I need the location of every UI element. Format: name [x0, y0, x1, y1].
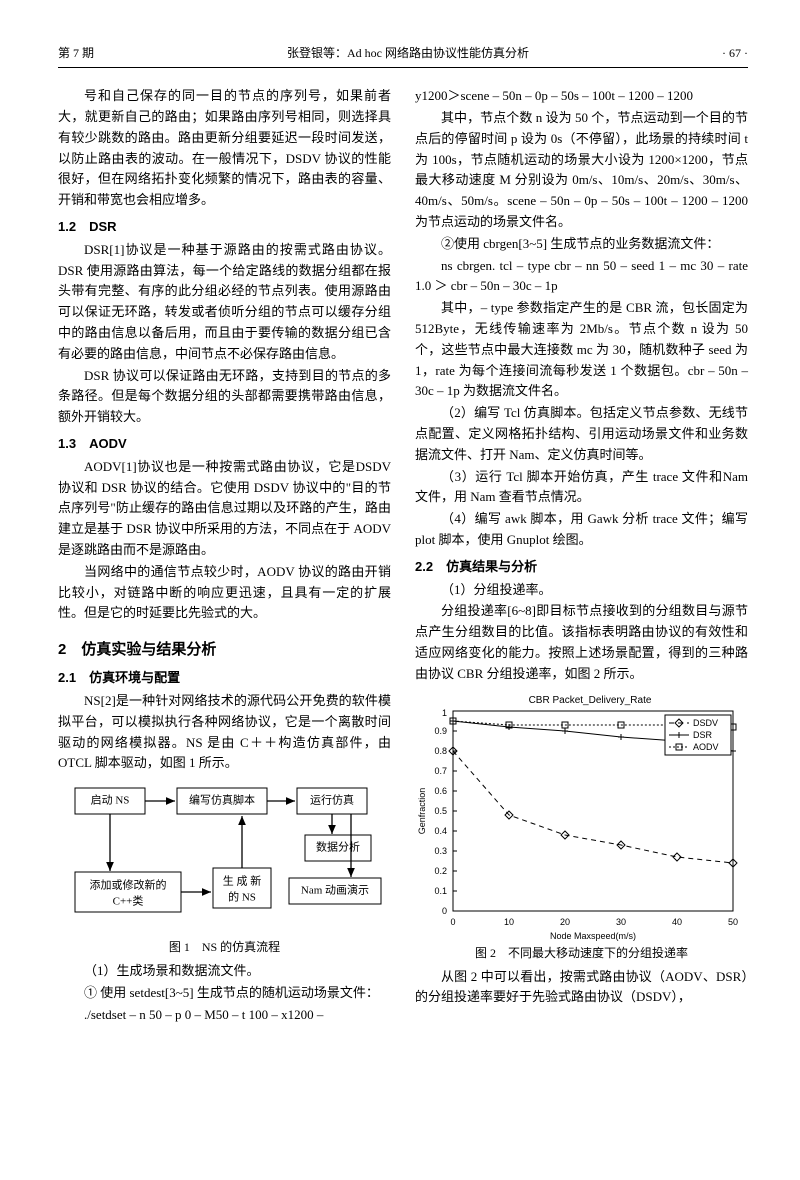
chart-xlabel: Node Maxspeed(m/s) [550, 931, 636, 941]
x-axis-ticks: 0 10 20 30 40 50 [450, 917, 738, 927]
figure-1-flowchart: 启动 NS 编写仿真脚本 运行仿真 数据分析 生 成 新 的 NS Nam 动画… [65, 780, 385, 935]
svg-text:40: 40 [672, 917, 682, 927]
svg-text:0: 0 [450, 917, 455, 927]
svg-text:0.4: 0.4 [434, 826, 447, 836]
svg-text:0.3: 0.3 [434, 846, 447, 856]
para-pdr-3: 从图 2 中可以看出，按需式路由协议（AODV、DSR）的分组投递率要好于先验式… [415, 967, 748, 1009]
para-scene-params: 其中，节点个数 n 设为 50 个，节点运动到一个目的节点后的停留时间 p 设为… [415, 108, 748, 233]
cmd-setdest: ./setdset – n 50 – p 0 – M50 – t 100 – x… [58, 1005, 391, 1026]
chart-title: CBR Packet_Delivery_Rate [529, 695, 652, 706]
chart-legend: DSDV DSR AODV [665, 715, 731, 755]
legend-aodv: AODV [693, 742, 719, 752]
flow-box-newns-1: 生 成 新 [222, 874, 261, 888]
svg-text:0.1: 0.1 [434, 886, 447, 896]
svg-text:0.7: 0.7 [434, 766, 447, 776]
para-dsr-2: DSR 协议可以保证路由无环路，支持到目的节点的多条路径。但是每个数据分组的头部… [58, 366, 391, 428]
hdr-page: · 67 · [722, 44, 748, 63]
para-pdr-1: （1）分组投递率。 [415, 580, 748, 601]
cmd-cbrgen: ns cbrgen. tcl – type cbr – nn 50 – seed… [415, 256, 748, 298]
heading-1-3: 1.3 AODV [58, 434, 391, 455]
svg-text:30: 30 [616, 917, 626, 927]
svg-text:0: 0 [442, 906, 447, 916]
cmd-setdest-cont: y1200＞scene – 50n – 0p – 50s – 100t – 12… [415, 86, 748, 107]
heading-1-2: 1.2 DSR [58, 217, 391, 238]
svg-text:0.6: 0.6 [434, 786, 447, 796]
svg-text:0.8: 0.8 [434, 746, 447, 756]
legend-dsdv: DSDV [693, 718, 718, 728]
markers-dsdv [449, 747, 737, 867]
para-dsr-1: DSR[1]协议是一种基于源路由的按需式路由协议。DSR 使用源路由算法，每一个… [58, 240, 391, 365]
page-header: 第 7 期 张登银等：Ad hoc 网络路由协议性能仿真分析 · 67 · [58, 44, 748, 68]
flow-box-script: 编写仿真脚本 [189, 793, 255, 807]
para-dsdv-cont: 号和自己保存的同一目的节点的序列号，如果前者大，就更新自己的路由；如果路由序列号… [58, 86, 391, 211]
para-aodv-1: AODV[1]协议也是一种按需式路由协议，它是DSDV 协议和 DSR 协议的结… [58, 457, 391, 561]
para-step4: （4）编写 awk 脚本，用 Gawk 分析 trace 文件；编写plot 脚… [415, 509, 748, 551]
flow-box-nam: Nam 动画演示 [300, 883, 368, 897]
right-column: y1200＞scene – 50n – 0p – 50s – 100t – 12… [415, 86, 748, 1026]
svg-text:50: 50 [728, 917, 738, 927]
svg-text:10: 10 [504, 917, 514, 927]
para-ns-intro: NS[2]是一种针对网络技术的源代码公开免费的软件模拟平台，可以模拟执行各种网络… [58, 691, 391, 774]
svg-text:1: 1 [442, 708, 447, 718]
para-cbrgen-intro: ②使用 cbrgen[3~5] 生成节点的业务数据流文件： [415, 234, 748, 255]
flow-box-cpp-1: 添加或修改新的 [89, 878, 166, 892]
chart-ylabel: Genfraction [417, 787, 427, 834]
para-cbrgen-params: 其中，– type 参数指定产生的是 CBR 流，包长固定为 512Byte，无… [415, 298, 748, 402]
heading-2-1: 2.1 仿真环境与配置 [58, 668, 391, 689]
heading-2-2: 2.2 仿真结果与分析 [415, 557, 748, 578]
para-aodv-2: 当网络中的通信节点较少时，AODV 协议的路由开销比较小，对链路中断的响应更迅速… [58, 562, 391, 624]
left-column: 号和自己保存的同一目的节点的序列号，如果前者大，就更新自己的路由；如果路由序列号… [58, 86, 391, 1026]
para-step1a: ① 使用 setdest[3~5] 生成节点的随机运动场景文件： [58, 983, 391, 1004]
flow-box-newns-2: 的 NS [228, 890, 256, 904]
svg-text:0.9: 0.9 [434, 726, 447, 736]
hdr-title: 张登银等：Ad hoc 网络路由协议性能仿真分析 [94, 44, 722, 63]
flow-box-cpp-2: C++类 [112, 894, 143, 908]
para-step2: （2）编写 Tcl 仿真脚本。包括定义节点参数、无线节点配置、定义网格拓扑结构、… [415, 403, 748, 465]
svg-text:0.2: 0.2 [434, 866, 447, 876]
y-axis-ticks: 0 0.1 0.2 0.3 0.4 0.5 0.6 0.7 0.8 0.9 1 [434, 708, 457, 916]
legend-dsr: DSR [693, 730, 713, 740]
para-step3: （3）运行 Tcl 脚本开始仿真，产生 trace 文件和Nam 文件，用 Na… [415, 467, 748, 509]
figure-1-caption: 图 1 NS 的仿真流程 [58, 938, 391, 957]
flow-box-start: 启动 NS [90, 794, 129, 807]
two-column-body: 号和自己保存的同一目的节点的序列号，如果前者大，就更新自己的路由；如果路由序列号… [58, 86, 748, 1026]
svg-text:0.5: 0.5 [434, 806, 447, 816]
svg-text:20: 20 [560, 917, 570, 927]
para-step1: （1）生成场景和数据流文件。 [58, 961, 391, 982]
flow-box-run: 运行仿真 [310, 793, 354, 807]
para-pdr-2: 分组投递率[6~8]即目标节点接收到的分组数目与源节点产生分组数目的比值。该指标… [415, 601, 748, 684]
figure-2-chart: CBR Packet_Delivery_Rate 0 0.1 0.2 0.3 0… [415, 691, 745, 941]
flow-box-analyze: 数据分析 [316, 840, 360, 854]
hdr-issue: 第 7 期 [58, 44, 94, 63]
heading-2: 2 仿真实验与结果分析 [58, 638, 391, 662]
series-dsdv [453, 751, 733, 863]
figure-2-caption: 图 2 不同最大移动速度下的分组投递率 [415, 944, 748, 963]
